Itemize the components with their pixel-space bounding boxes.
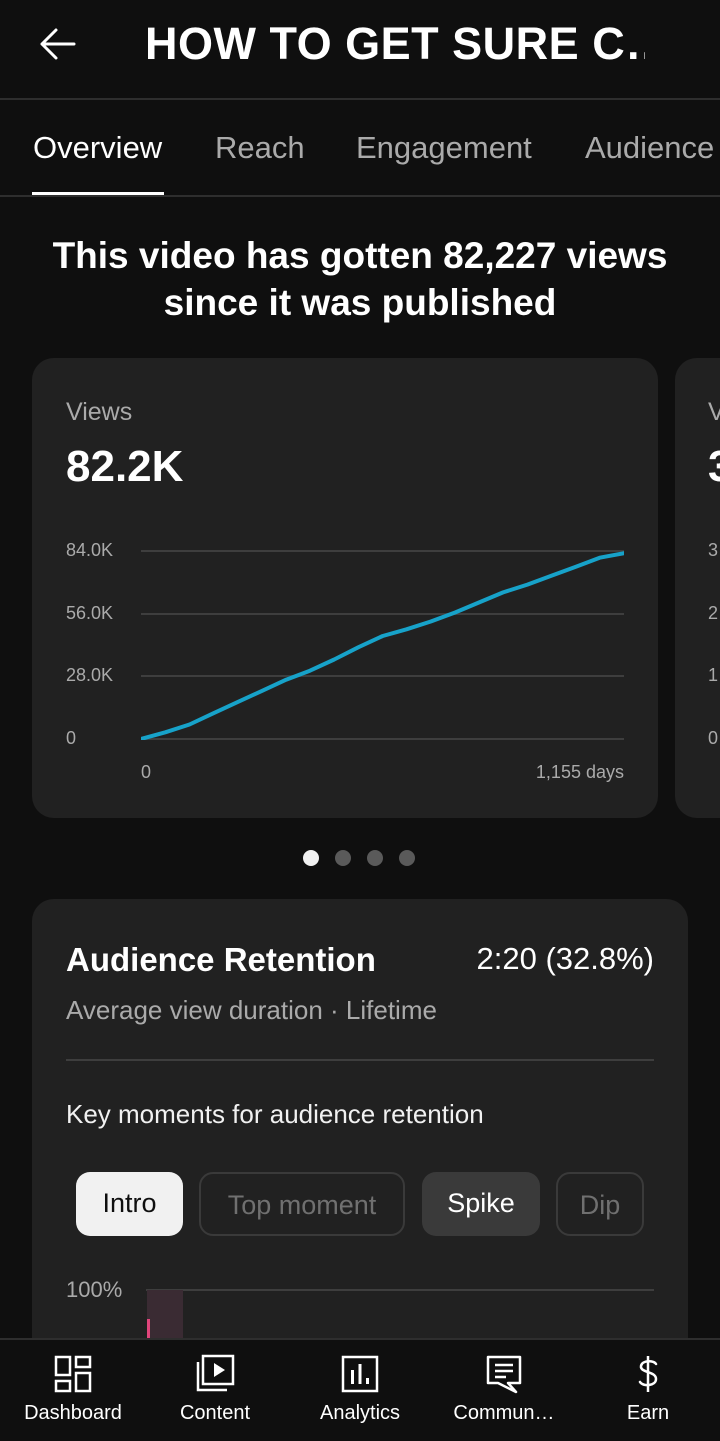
retention-subtitle: Average view duration · Lifetime xyxy=(66,995,437,1025)
tab-reach[interactable]: Reach xyxy=(215,130,305,165)
tab-audience[interactable]: Audience xyxy=(585,130,715,165)
retention-y-label: 100% xyxy=(66,1277,123,1302)
nav-community[interactable]: Commun… xyxy=(432,1340,576,1440)
dashboard-icon xyxy=(54,1355,92,1393)
gridline xyxy=(141,738,624,740)
chip-dip[interactable]: Dip xyxy=(556,1172,644,1236)
next-card-peek[interactable]: V 3 3 2 1 0 xyxy=(675,358,720,818)
gridline xyxy=(141,675,624,677)
retention-value: 2:20 (32.8%) xyxy=(476,941,655,976)
nav-dashboard[interactable]: Dashboard xyxy=(1,1340,145,1440)
peek-y-tick: 1 xyxy=(708,665,719,685)
peek-card-value: 3 xyxy=(708,442,720,492)
peek-y-tick: 0 xyxy=(708,728,719,748)
views-card[interactable]: Views 82.2K 84.0K 56.0K 28.0K 0 0 1,155 … xyxy=(32,358,658,818)
tab-engagement[interactable]: Engagement xyxy=(356,130,532,165)
chip-spike[interactable]: Spike xyxy=(422,1172,540,1236)
audience-retention-card[interactable]: Audience Retention 2:20 (32.8%) Average … xyxy=(32,899,688,1419)
views-headline: This video has gotten 82,227 views since… xyxy=(52,235,668,323)
analytics-icon xyxy=(341,1355,379,1393)
earn-icon xyxy=(638,1356,658,1392)
gridline xyxy=(141,613,624,615)
nav-analytics[interactable]: Analytics xyxy=(288,1340,432,1440)
retention-title: Audience Retention xyxy=(66,941,376,978)
community-icon xyxy=(486,1355,522,1394)
nav-label: Commun… xyxy=(453,1402,555,1424)
y-tick-label: 0 xyxy=(66,728,77,748)
nav-label: Earn xyxy=(626,1402,670,1424)
views-series-line xyxy=(141,551,624,740)
views-line-chart xyxy=(141,551,624,740)
x-tick-start: 0 xyxy=(141,762,152,782)
key-moments-label: Key moments for audience retention xyxy=(66,1099,484,1129)
back-button[interactable] xyxy=(36,22,80,66)
page-title: HOW TO GET SURE C… xyxy=(145,18,645,69)
tab-bar: Overview Reach Engagement Audience xyxy=(0,100,720,197)
chip-top-moment[interactable]: Top moment xyxy=(199,1172,405,1236)
active-tab-indicator xyxy=(32,192,164,195)
carousel-dot[interactable] xyxy=(303,850,319,866)
bottom-nav: Dashboard Content Analytics Commun… xyxy=(0,1338,720,1441)
tab-overview[interactable]: Overview xyxy=(33,130,163,165)
views-value: 82.2K xyxy=(66,442,184,491)
y-tick-label: 56.0K xyxy=(66,603,114,623)
peek-y-tick: 2 xyxy=(708,603,719,623)
divider xyxy=(66,1059,654,1061)
y-tick-label: 28.0K xyxy=(66,665,114,685)
nav-label: Dashboard xyxy=(24,1402,122,1424)
y-tick-label: 84.0K xyxy=(66,540,114,560)
carousel-dot[interactable] xyxy=(367,850,383,866)
carousel-dot[interactable] xyxy=(399,850,415,866)
nav-label: Content xyxy=(179,1402,251,1424)
retention-line xyxy=(147,1319,150,1349)
nav-label: Analytics xyxy=(319,1402,401,1424)
content-icon xyxy=(196,1354,235,1392)
nav-earn[interactable]: Earn xyxy=(576,1340,720,1440)
peek-card-label: V xyxy=(708,398,720,426)
x-tick-end: 1,155 days xyxy=(535,762,624,782)
peek-y-tick: 3 xyxy=(708,540,719,560)
nav-content[interactable]: Content xyxy=(143,1340,287,1440)
top-bar: HOW TO GET SURE C… xyxy=(0,0,720,100)
views-label: Views xyxy=(66,398,133,426)
chip-intro[interactable]: Intro xyxy=(76,1172,183,1236)
gridline xyxy=(141,550,624,552)
carousel-dot[interactable] xyxy=(335,850,351,866)
retention-gridline xyxy=(146,1289,654,1291)
back-arrow-icon xyxy=(40,28,76,60)
